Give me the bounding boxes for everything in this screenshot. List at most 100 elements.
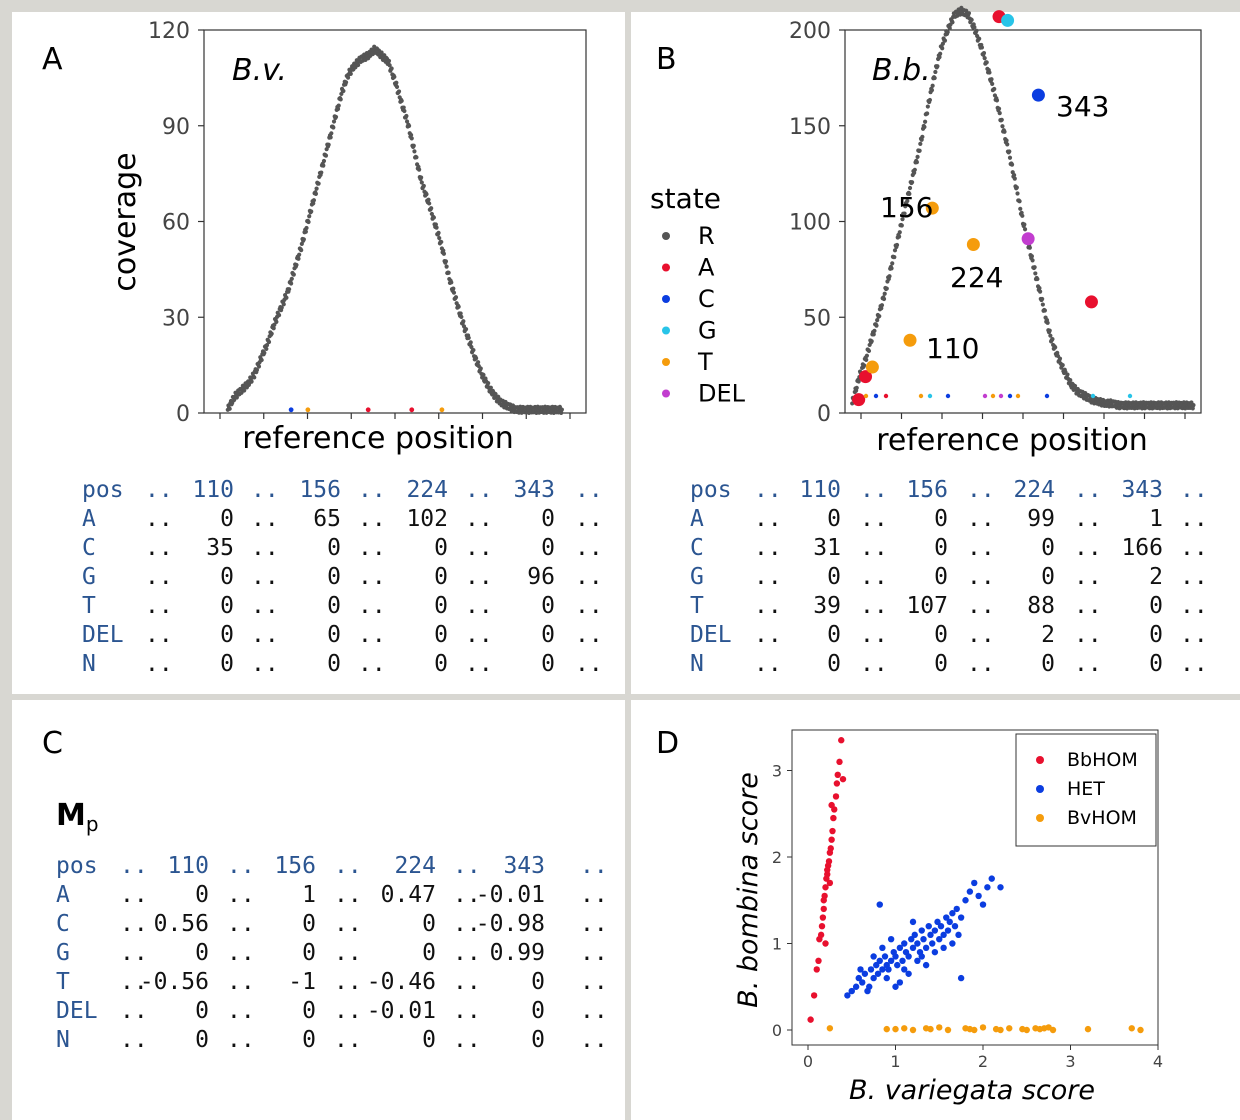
data-point-r xyxy=(404,119,410,124)
row-label: DEL xyxy=(82,622,124,648)
data-point-r xyxy=(338,97,343,102)
data-point-c xyxy=(288,407,294,413)
legend-label-a: A xyxy=(698,254,715,282)
probability-matrix: pos.. 110.. 156.. 224.. 343.. A.......... 0 1 0.… xyxy=(0,852,620,1062)
ellipsis: .. xyxy=(754,622,782,648)
data-point-r xyxy=(989,77,994,82)
data-point-bbhom xyxy=(829,827,836,835)
data-point-t xyxy=(990,393,996,399)
ellipsis: .. xyxy=(120,911,148,937)
data-point-r xyxy=(992,86,997,92)
cell-value: 0 xyxy=(1149,651,1163,677)
data-point-bbhom xyxy=(820,905,827,913)
ellipsis: .. xyxy=(334,940,362,966)
cell-value: 0 xyxy=(302,940,316,966)
data-point-het xyxy=(975,892,982,900)
data-point-r xyxy=(994,98,1000,103)
ellipsis: .. xyxy=(358,535,386,561)
data-point-r xyxy=(1048,333,1053,338)
x-axis-label-d: B. variegata score xyxy=(849,1075,1095,1106)
data-point-r xyxy=(394,80,399,85)
data-point-del xyxy=(982,393,988,399)
data-point-het xyxy=(911,931,918,939)
legend-label-g: G xyxy=(698,317,717,345)
data-point-t xyxy=(865,360,879,374)
data-point-r xyxy=(869,339,874,344)
ellipsis: .. xyxy=(575,651,603,677)
cell-value: 0 xyxy=(195,998,209,1024)
data-point-r xyxy=(899,223,904,228)
header-position: 224 xyxy=(394,853,436,879)
data-point-r xyxy=(254,367,260,373)
coverage-chart-b: 0 50 100 150 200 B.b. reference position 110… xyxy=(650,5,1202,458)
data-point-r xyxy=(875,318,880,323)
data-point-r xyxy=(925,111,930,116)
data-point-het xyxy=(943,914,950,921)
cell-value: 0 xyxy=(531,1027,545,1053)
data-point-r xyxy=(449,280,454,285)
data-point-bvhom xyxy=(927,1025,934,1033)
data-point-r xyxy=(234,395,239,400)
ellipsis: .. xyxy=(575,535,603,561)
data-point-r xyxy=(443,259,449,264)
data-point-r xyxy=(399,98,404,103)
data-point-r xyxy=(902,211,907,216)
data-point-het xyxy=(883,974,890,982)
ellipsis: .. xyxy=(575,564,603,590)
data-point-bbhom xyxy=(839,775,847,783)
data-point-bbhom xyxy=(826,879,834,887)
header-position: 343 xyxy=(513,477,555,503)
data-point-c xyxy=(1007,393,1013,399)
data-point-r xyxy=(456,304,461,309)
ellipsis: .. xyxy=(453,940,481,966)
data-point-r xyxy=(321,163,326,168)
data-point-a xyxy=(1084,295,1098,309)
data-point-r xyxy=(284,295,289,300)
ellipsis: .. xyxy=(334,969,362,995)
data-point-r xyxy=(1012,173,1017,178)
score-legend: BbHOM HET BvHOM xyxy=(1015,733,1157,847)
data-point-bvhom xyxy=(997,1026,1004,1034)
table-row: T.......... 39 107 88 0 xyxy=(0,592,1240,621)
data-point-r xyxy=(323,153,329,158)
data-point-het xyxy=(949,940,956,947)
cell-value: 0 xyxy=(220,593,234,619)
cell-value: 31 xyxy=(813,535,841,561)
cell-value: 0.47 xyxy=(380,882,436,908)
header-ellipsis: .. xyxy=(120,853,148,879)
ellipsis: .. xyxy=(334,882,362,908)
header-ellipsis: .. xyxy=(754,477,782,503)
data-point-r xyxy=(997,111,1002,116)
data-point-r xyxy=(451,290,457,295)
ellipsis: .. xyxy=(967,535,995,561)
cell-value: 0 xyxy=(422,940,436,966)
ellipsis: .. xyxy=(580,998,608,1024)
data-point-r xyxy=(990,81,995,87)
table-row: A.......... 0 65 102 0 xyxy=(0,505,620,534)
ellipsis: .. xyxy=(967,622,995,648)
data-point-r xyxy=(269,331,274,336)
data-point-a xyxy=(852,393,866,407)
cell-value: 0 xyxy=(434,535,448,561)
data-point-bbhom xyxy=(810,992,818,999)
legend-key-t xyxy=(662,358,670,366)
row-label: N xyxy=(56,1027,70,1053)
data-point-bvhom xyxy=(979,1024,987,1031)
cell-value: 0 xyxy=(434,593,448,619)
data-point-r xyxy=(437,235,442,241)
data-point-bvhom xyxy=(1084,1025,1092,1033)
data-point-r xyxy=(922,124,927,130)
ellipsis: .. xyxy=(754,506,782,532)
data-point-r xyxy=(917,148,922,153)
x-tick-label-d: 0 xyxy=(803,1052,813,1071)
data-point-r xyxy=(453,295,459,300)
data-point-r xyxy=(1045,320,1050,325)
ellipsis: .. xyxy=(575,593,603,619)
data-point-r xyxy=(493,391,498,397)
data-point-g xyxy=(1127,393,1133,399)
data-point-het xyxy=(844,992,851,999)
data-point-r xyxy=(1047,328,1052,333)
cell-value: -0.01 xyxy=(366,998,436,1024)
data-point-r xyxy=(242,388,247,393)
data-point-r xyxy=(303,229,308,234)
